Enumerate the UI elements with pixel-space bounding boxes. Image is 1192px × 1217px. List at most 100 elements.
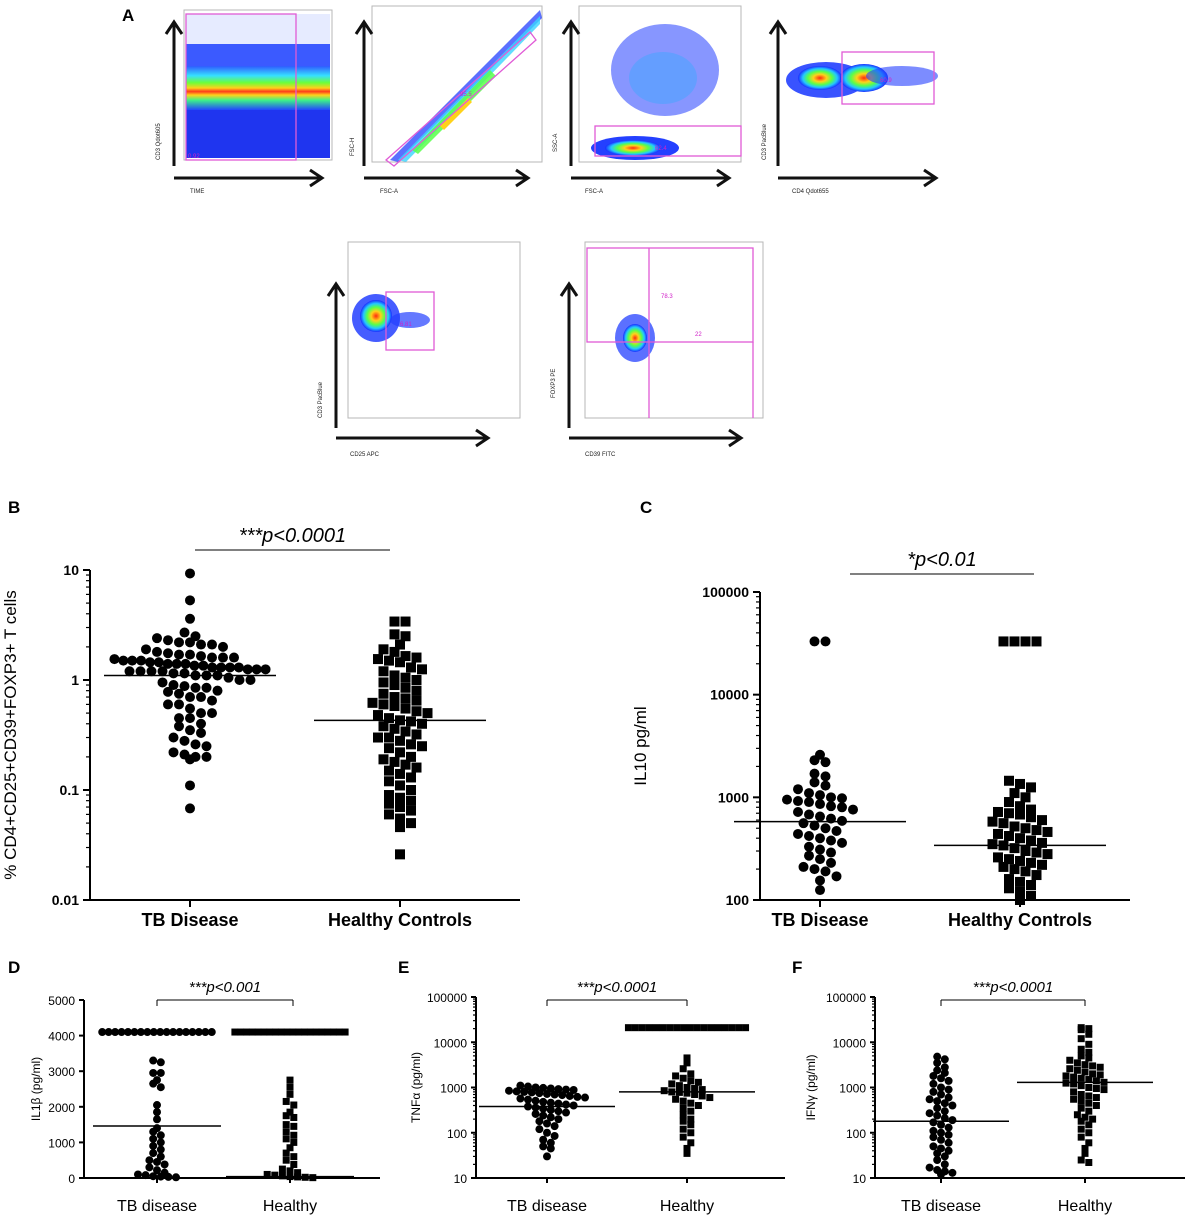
- data-point: [1085, 1092, 1093, 1100]
- data-point: [185, 692, 195, 703]
- data-point: [1026, 857, 1036, 868]
- data-point: [793, 828, 803, 839]
- data-point: [694, 1102, 702, 1110]
- data-point: [378, 677, 389, 688]
- data-point: [948, 1101, 957, 1110]
- data-point: [848, 804, 858, 815]
- data-point: [233, 662, 244, 673]
- data-point: [190, 682, 201, 693]
- data-point: [1089, 1070, 1097, 1078]
- data-point: [290, 1113, 298, 1121]
- data-point: [266, 1028, 274, 1036]
- data-point: [1089, 1062, 1097, 1070]
- data-point: [679, 1104, 687, 1112]
- data-point: [1096, 1071, 1104, 1079]
- data-point: [395, 780, 405, 791]
- data-point: [1077, 1104, 1085, 1112]
- data-point: [1081, 1113, 1089, 1121]
- y-tick-label: 3000: [48, 1065, 75, 1079]
- chart-b-significance: ***p<0.0001: [239, 525, 346, 547]
- data-point: [809, 777, 820, 788]
- data-point: [400, 682, 411, 693]
- data-point: [146, 666, 157, 677]
- data-point: [124, 666, 135, 677]
- data-point: [933, 1149, 942, 1158]
- data-point: [163, 686, 173, 697]
- data-point: [1004, 831, 1014, 842]
- data-point: [124, 1028, 132, 1037]
- data-point: [179, 627, 190, 638]
- data-point: [1020, 792, 1031, 803]
- data-point: [309, 1174, 317, 1182]
- data-point: [693, 1024, 701, 1032]
- data-point: [411, 652, 422, 663]
- data-point: [395, 768, 405, 779]
- data-point: [1085, 1099, 1093, 1107]
- data-point: [1070, 1088, 1078, 1096]
- data-point: [1077, 1117, 1085, 1125]
- data-point: [286, 1076, 294, 1084]
- data-point: [554, 1107, 563, 1116]
- gating-plot-6: 78.3 22 FOXP3 PE CD39 FITC: [551, 241, 764, 458]
- data-point: [683, 1144, 691, 1152]
- data-point: [162, 658, 173, 669]
- data-point: [290, 1138, 298, 1146]
- data-point: [691, 1085, 699, 1093]
- data-point: [672, 1095, 680, 1103]
- data-point: [944, 1146, 953, 1155]
- data-point: [539, 1135, 548, 1144]
- data-point: [826, 847, 836, 858]
- gate-value-4: 60.9: [880, 78, 892, 84]
- data-point: [531, 1109, 540, 1118]
- data-point: [290, 1131, 298, 1139]
- data-point: [156, 1068, 165, 1077]
- data-point: [318, 1028, 326, 1036]
- data-point: [384, 798, 394, 809]
- data-point: [798, 861, 809, 872]
- gating-plot-5: 6.81 CD3 PacBlue CD25 APC: [318, 241, 521, 458]
- data-point: [826, 792, 836, 803]
- data-point: [406, 795, 416, 806]
- data-point: [1037, 815, 1047, 826]
- data-point: [400, 672, 411, 683]
- data-point: [153, 657, 164, 668]
- data-point: [111, 1028, 120, 1037]
- data-point: [543, 1119, 551, 1128]
- gating-3-x-label: FSC-A: [585, 189, 603, 195]
- data-point: [395, 639, 405, 650]
- data-point: [384, 743, 394, 754]
- data-point: [1020, 846, 1031, 857]
- data-point: [1009, 636, 1020, 647]
- data-point: [933, 1097, 942, 1106]
- chart-e-y-label: TNFα (pg/ml): [409, 1052, 423, 1123]
- data-point: [940, 1063, 949, 1072]
- data-point: [1026, 782, 1036, 793]
- data-point: [248, 1028, 256, 1036]
- data-point: [1004, 808, 1014, 819]
- data-point: [104, 1028, 113, 1037]
- data-point: [207, 652, 217, 663]
- data-point: [1015, 895, 1025, 905]
- data-point: [1070, 1073, 1078, 1081]
- data-point: [406, 716, 416, 727]
- data-point: [512, 1087, 521, 1096]
- data-point: [301, 1028, 308, 1036]
- data-point: [562, 1108, 570, 1117]
- data-point: [660, 1087, 668, 1095]
- data-point: [1085, 1107, 1093, 1115]
- data-point: [569, 1086, 578, 1095]
- data-point: [944, 1123, 953, 1132]
- data-point: [231, 1028, 239, 1036]
- data-point: [714, 1024, 722, 1032]
- data-point: [809, 755, 820, 766]
- data-point: [679, 1111, 687, 1119]
- gate-value-3: 62.4: [655, 146, 667, 152]
- gating-plot-2: 95.5 FSC-H FSC-A: [350, 5, 543, 195]
- data-point: [185, 780, 195, 791]
- data-point: [698, 1092, 706, 1100]
- data-point: [1085, 1040, 1093, 1048]
- data-point: [1015, 833, 1025, 844]
- panel-label-e: E: [398, 958, 410, 977]
- data-point: [330, 1028, 337, 1036]
- data-point: [156, 1145, 165, 1154]
